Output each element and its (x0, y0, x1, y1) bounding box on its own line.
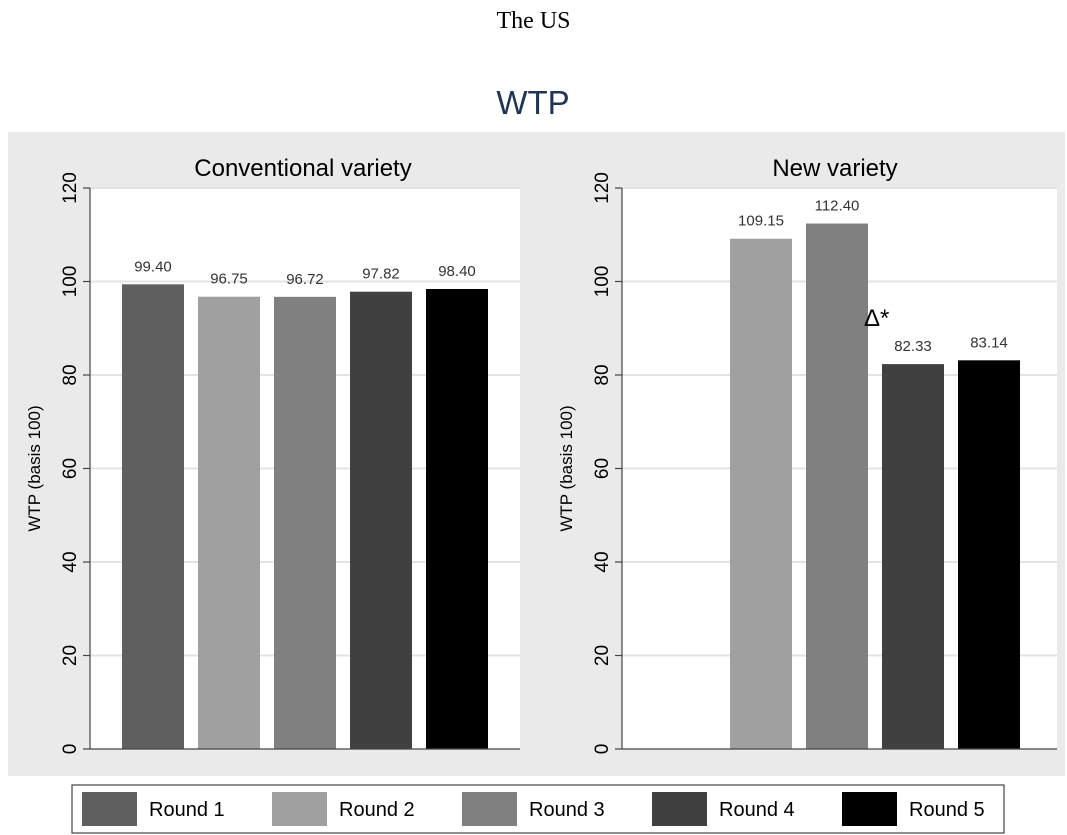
y-tick-label: 40 (592, 551, 613, 572)
bar-round-4 (350, 291, 412, 749)
legend: Round 1 Round 2 Round 3 Round 4 Round 5 (71, 784, 1005, 834)
y-tick-label: 100 (60, 266, 81, 298)
bar-round-1 (122, 284, 184, 749)
panel-subtitle: New variety (772, 155, 897, 182)
panel-subtitle: Conventional variety (194, 155, 411, 182)
y-tick-label: 20 (592, 645, 613, 666)
legend-label: Round 5 (909, 799, 985, 821)
bar-round-5 (426, 288, 488, 749)
y-tick-label: 40 (60, 551, 81, 572)
bar-value-label: 82.33 (894, 338, 932, 355)
y-tick-label: 0 (60, 744, 81, 755)
bar-value-label: 112.40 (815, 198, 860, 215)
legend-label: Round 1 (149, 799, 225, 821)
bar-round-3 (274, 296, 336, 749)
y-tick-label: 120 (60, 172, 81, 204)
legend-swatch (272, 792, 327, 826)
bar-round-2 (730, 238, 792, 749)
bar-value-label: 96.72 (286, 271, 324, 288)
page-heading: The US (496, 8, 571, 34)
bar-value-label: 97.82 (362, 266, 400, 283)
significance-annotation: Δ* (864, 305, 889, 332)
y-tick-label: 120 (592, 172, 613, 204)
bar-value-label: 99.40 (134, 258, 172, 275)
legend-label: Round 4 (719, 799, 795, 821)
legend-swatch (652, 792, 707, 826)
legend-swatch (82, 792, 137, 826)
y-tick-label: 0 (592, 744, 613, 755)
bar-value-label: 98.40 (438, 263, 476, 280)
legend-swatch (462, 792, 517, 826)
bar-round-2 (198, 296, 260, 749)
bar-round-3 (806, 223, 868, 749)
bar-round-4 (882, 364, 944, 749)
y-tick-label: 20 (60, 645, 81, 666)
y-tick-label: 60 (592, 458, 613, 479)
bar-value-label: 83.14 (970, 334, 1008, 351)
bar-value-label: 109.15 (738, 213, 784, 230)
y-tick-label: 80 (60, 364, 81, 385)
y-tick-label: 80 (592, 364, 613, 385)
panel-1: Conventional variety 0 20 40 60 80 100 120 WTP (… (25, 155, 520, 754)
legend-label: Round 3 (529, 799, 605, 821)
y-axis-label: WTP (basis 100) (557, 405, 576, 531)
bar-round-5 (958, 360, 1020, 749)
legend-swatch (842, 792, 897, 826)
y-tick-label: 100 (592, 266, 613, 298)
chart-title: WTP (496, 84, 569, 121)
legend-label: Round 2 (339, 799, 415, 821)
bar-value-label: 96.75 (210, 271, 248, 288)
y-axis-label: WTP (basis 100) (25, 405, 44, 531)
panel-2: New variety 0 20 40 60 80 100 120 WTP (basis 100… (557, 155, 1057, 754)
y-tick-label: 60 (60, 458, 81, 479)
